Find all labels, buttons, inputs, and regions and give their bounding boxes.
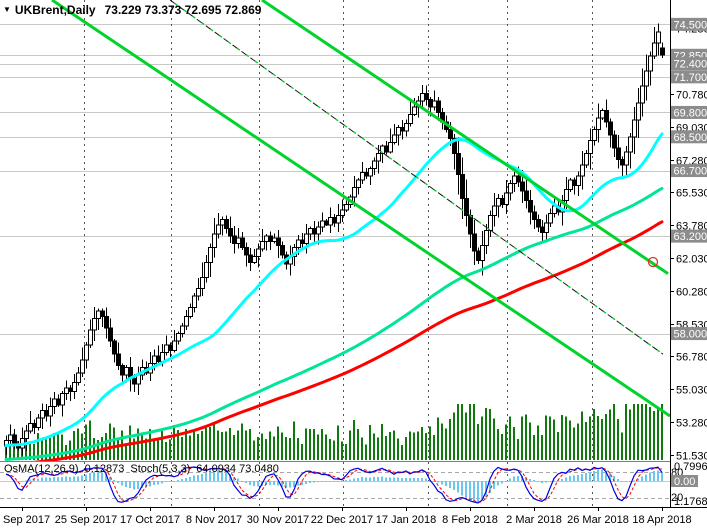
- trendline-descending-channel-upper: [51, 0, 670, 418]
- svg-text:55.030: 55.030: [676, 385, 707, 397]
- stochastic-lines: [5, 466, 663, 504]
- volume-bars: [5, 404, 663, 460]
- annotation-circle: [647, 256, 659, 268]
- ma-medium: [4, 186, 664, 461]
- svg-text:62.030: 62.030: [676, 254, 707, 266]
- symbol-dropdown-icon[interactable]: ▼: [3, 5, 11, 14]
- svg-text:0.79966: 0.79966: [674, 461, 707, 473]
- stoch-main-line: [5, 466, 663, 504]
- svg-text:65.530: 65.530: [676, 188, 707, 200]
- svg-text:56.780: 56.780: [676, 352, 707, 364]
- ma-fast: [4, 132, 664, 448]
- svg-text:72.400: 72.400: [674, 59, 707, 71]
- trendlines: [51, 0, 670, 418]
- svg-text:53.280: 53.280: [676, 418, 707, 430]
- svg-text:63.780: 63.780: [676, 221, 707, 233]
- svg-text:25 Sep 2017: 25 Sep 2017: [55, 514, 117, 526]
- svg-text:60.280: 60.280: [676, 287, 707, 299]
- svg-text:8 Feb 2018: 8 Feb 2018: [442, 514, 498, 526]
- svg-text:26 Mar 2018: 26 Mar 2018: [567, 514, 629, 526]
- osma-histogram: [13, 469, 663, 502]
- svg-text:58.000: 58.000: [674, 329, 707, 341]
- svg-text:63.200: 63.200: [674, 231, 707, 243]
- price-axis[interactable]: 74.28072.53070.78069.03067.28065.53063.7…: [670, 17, 707, 463]
- svg-text:18 Apr 2018: 18 Apr 2018: [632, 514, 691, 526]
- svg-text:20: 20: [671, 492, 683, 504]
- stoch-signal-line: [5, 466, 663, 503]
- svg-text:17 Jan 2018: 17 Jan 2018: [376, 514, 437, 526]
- svg-text:0.00: 0.00: [674, 476, 695, 488]
- svg-text:70.780: 70.780: [676, 90, 707, 102]
- svg-text:51.530: 51.530: [676, 451, 707, 463]
- svg-text:30 Nov 2017: 30 Nov 2017: [247, 514, 309, 526]
- svg-text:69.800: 69.800: [674, 107, 707, 119]
- svg-text:8 Nov 2017: 8 Nov 2017: [186, 514, 242, 526]
- svg-text:66.700: 66.700: [674, 166, 707, 178]
- svg-text:71.700: 71.700: [674, 72, 707, 84]
- svg-text:17 Oct 2017: 17 Oct 2017: [120, 514, 180, 526]
- moving-averages: [4, 132, 664, 461]
- svg-text:22 Dec 2017: 22 Dec 2017: [311, 514, 373, 526]
- svg-text:68.500: 68.500: [674, 132, 707, 144]
- svg-text:74.500: 74.500: [674, 19, 707, 31]
- svg-text:1 Sep 2017: 1 Sep 2017: [0, 514, 50, 526]
- trendline-descending-channel-lower: [261, 0, 669, 275]
- svg-text:2 Mar 2018: 2 Mar 2018: [506, 514, 562, 526]
- ma-slow: [32, 220, 664, 461]
- svg-text:1.17681: 1.17681: [674, 496, 707, 508]
- trendline-descending-inner-dashed: [169, 0, 664, 355]
